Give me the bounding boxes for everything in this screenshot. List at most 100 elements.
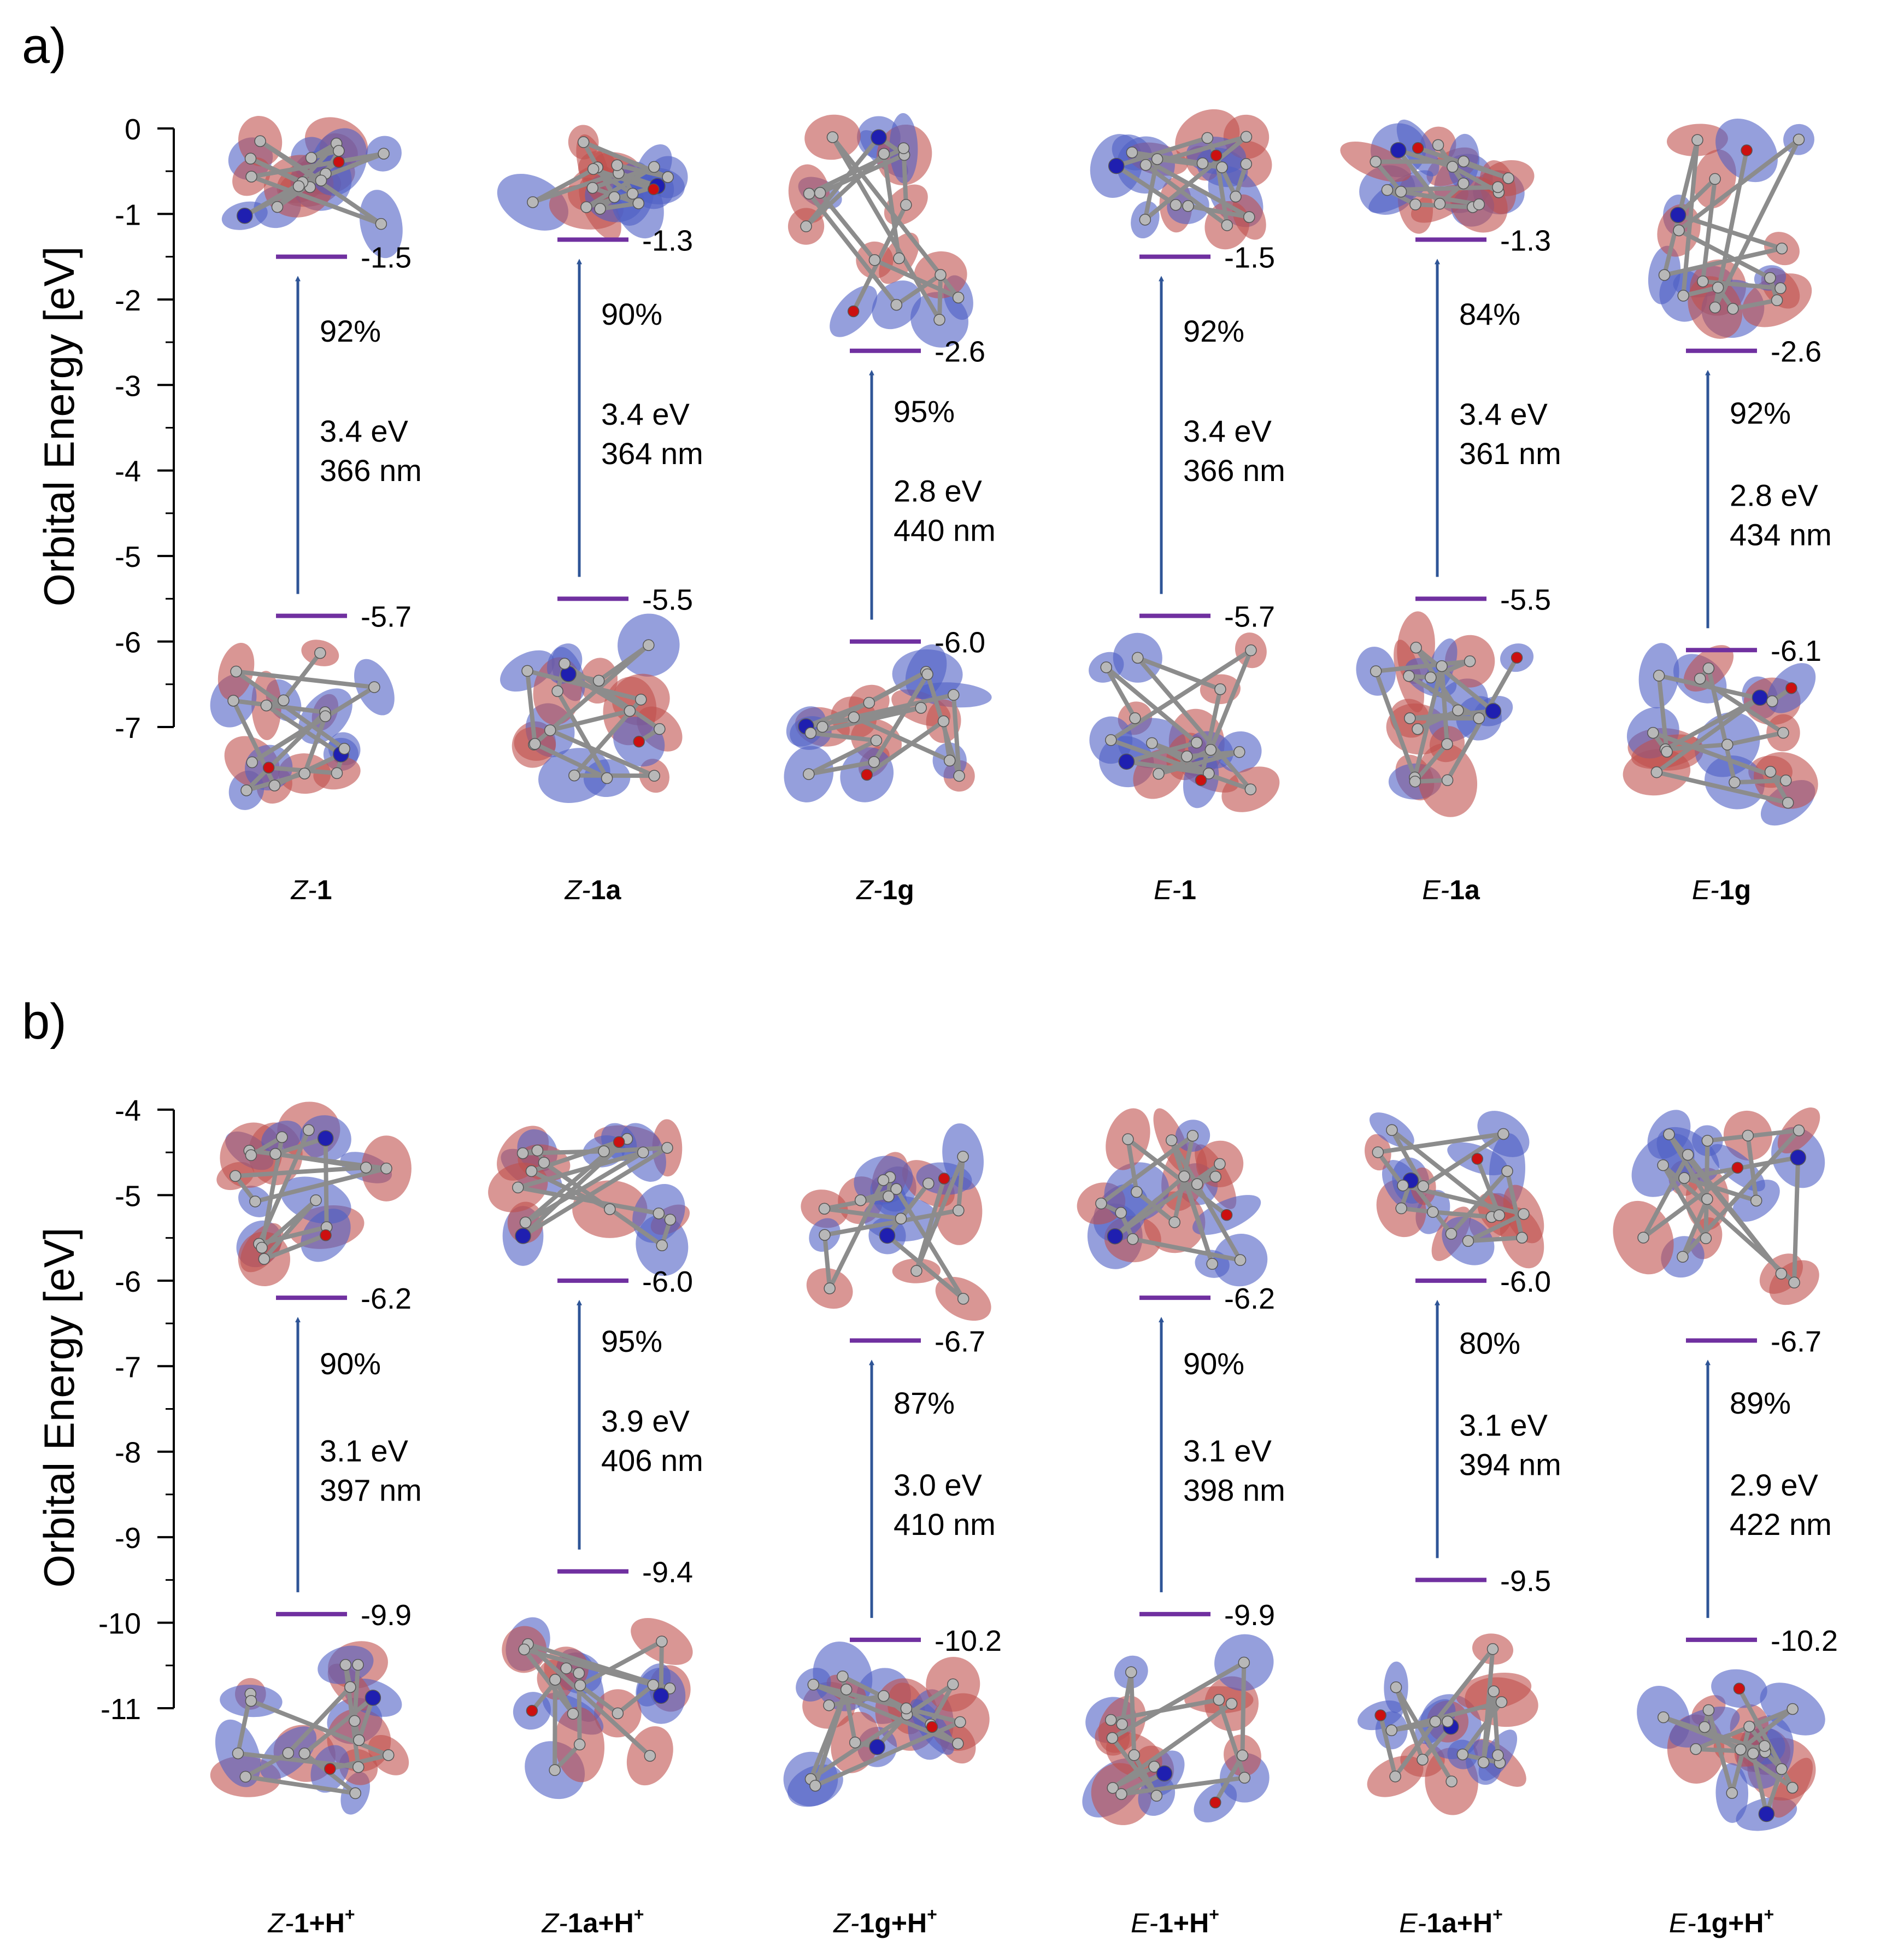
molecule-name: Z-1a: [565, 875, 622, 905]
lumo-orbital-image: [488, 1119, 690, 1276]
molecule-column: -6.2 -9.9 90% 3.1 eV 398 nm E-1+H+: [1077, 1108, 1285, 1938]
transition-percent: 95%: [894, 394, 955, 429]
molecule-name: Z-1+H+: [267, 1904, 355, 1938]
y-tick-label: -5: [115, 1180, 141, 1212]
lumo-energy-label: -2.6: [935, 336, 985, 368]
transition-energy: 2.9 eV: [1730, 1468, 1819, 1502]
homo-energy-label: -6.0: [935, 626, 985, 659]
homo-energy-label: -9.9: [1224, 1599, 1275, 1632]
transition-wavelength: 366 nm: [320, 453, 422, 488]
transition-percent: 95%: [601, 1324, 662, 1358]
y-tick-label: -8: [115, 1437, 141, 1469]
y-tick-label: -4: [115, 455, 141, 488]
lumo-orbital-image: [1090, 109, 1272, 250]
transition-energy: 3.4 eV: [601, 397, 690, 431]
y-tick-label: -9: [115, 1522, 141, 1555]
molecule-column: -1.5 -5.7 92% 3.4 eV 366 nm Z-1: [210, 116, 422, 905]
molecule-name: Z-1g: [856, 875, 914, 905]
homo-energy-label: -5.7: [361, 601, 412, 634]
transition-energy: 3.4 eV: [1183, 414, 1272, 448]
lumo-energy-label: -6.2: [1224, 1282, 1275, 1315]
homo-orbital-image: [1089, 632, 1280, 812]
panel-label: b): [22, 994, 67, 1050]
lumo-energy-label: -2.6: [1771, 336, 1821, 368]
homo-orbital-image: [210, 1641, 409, 1815]
transition-percent: 89%: [1730, 1386, 1791, 1420]
molecule-name: Z-1: [290, 875, 332, 905]
lumo-orbital-image: [1340, 119, 1535, 234]
molecule-name: E-1g+H+: [1669, 1904, 1774, 1938]
y-tick-label: -6: [115, 1265, 141, 1298]
lumo-energy-label: -1.5: [361, 242, 412, 274]
transition-percent: 92%: [1183, 314, 1244, 348]
molecule-column: -6.2 -9.9 90% 3.1 eV 397 nm Z-1+H+: [210, 1101, 422, 1938]
panel-a: a) 0 -1 -2 -3 -4 -5 -6 -7 Orbital Energy [eV] -1.5…: [22, 18, 1832, 905]
homo-orbital-image: [1356, 611, 1534, 817]
lumo-energy-label: -1.5: [1224, 242, 1275, 274]
y-tick-label: 0: [125, 113, 141, 146]
transition-wavelength: 398 nm: [1183, 1473, 1285, 1508]
transition-percent: 90%: [1183, 1346, 1244, 1381]
panel-label: a): [22, 18, 67, 74]
lumo-orbital-image: [216, 1101, 412, 1287]
transition-wavelength: 406 nm: [601, 1443, 703, 1478]
transition-percent: 90%: [601, 297, 662, 331]
y-tick-label: -3: [115, 370, 141, 402]
y-tick-label: -4: [115, 1094, 141, 1127]
homo-energy-label: -5.7: [1224, 601, 1275, 634]
homo-orbital-image: [1358, 1633, 1538, 1815]
homo-energy-label: -9.5: [1500, 1564, 1551, 1597]
homo-orbital-image: [500, 613, 683, 803]
lumo-orbital-image: [221, 116, 403, 259]
molecule-name: Z-1a+H+: [542, 1904, 644, 1938]
transition-percent: 87%: [894, 1386, 955, 1420]
transition-wavelength: 364 nm: [601, 436, 703, 471]
homo-energy-label: -5.5: [642, 583, 693, 616]
molecule-name: Z-1g+H+: [833, 1904, 937, 1938]
molecule-name: E-1a: [1422, 875, 1480, 905]
lumo-energy-label: -6.7: [1771, 1325, 1821, 1358]
homo-energy-label: -9.9: [361, 1599, 412, 1632]
lumo-orbital-image: [801, 1123, 991, 1321]
transition-energy: 3.4 eV: [320, 414, 409, 448]
transition-percent: 80%: [1459, 1326, 1520, 1360]
y-axis: -4 -5 -6 -7 -8 -9 -10 -11 Orbital Energy [eV]: [35, 1094, 175, 1726]
transition-energy: 3.0 eV: [894, 1468, 983, 1502]
transition-wavelength: 397 nm: [320, 1473, 422, 1508]
homo-energy-label: -6.1: [1771, 635, 1821, 667]
y-tick-label: -2: [115, 284, 141, 317]
lumo-energy-label: -6.7: [935, 1325, 985, 1358]
homo-energy-label: -5.5: [1500, 583, 1551, 616]
homo-orbital-image: [784, 644, 992, 802]
transition-percent: 84%: [1459, 297, 1520, 331]
lumo-orbital-image: [1613, 1107, 1825, 1305]
y-tick-label: -7: [115, 712, 141, 745]
molecule-name: E-1a+H+: [1399, 1904, 1503, 1938]
homo-orbital-image: [1637, 1669, 1825, 1831]
y-tick-label: -11: [101, 1693, 141, 1726]
y-tick-label: -10: [98, 1608, 141, 1640]
lumo-orbital-image: [788, 113, 973, 348]
lumo-energy-label: -6.0: [1500, 1265, 1551, 1298]
transition-wavelength: 422 nm: [1730, 1507, 1832, 1541]
lumo-energy-label: -1.3: [1500, 224, 1551, 257]
homo-orbital-image: [783, 1642, 990, 1807]
molecule-column: -2.6 -6.1 92% 2.8 eV 434 nm E-1g: [1623, 118, 1832, 905]
lumo-orbital-image: [497, 125, 688, 241]
molecule-column: -1.3 -5.5 84% 3.4 eV 361 nm E-1a: [1340, 119, 1561, 905]
lumo-energy-label: -1.3: [642, 224, 693, 257]
lumo-orbital-image: [1365, 1111, 1544, 1269]
lumo-energy-label: -6.2: [361, 1282, 412, 1315]
transition-wavelength: 440 nm: [894, 513, 996, 548]
lumo-energy-label: -6.0: [642, 1265, 693, 1298]
transition-energy: 3.1 eV: [1183, 1434, 1272, 1468]
transition-wavelength: 410 nm: [894, 1507, 996, 1541]
y-tick-label: -5: [115, 541, 141, 573]
homo-orbital-image: [210, 640, 395, 810]
transition-percent: 92%: [1730, 396, 1791, 430]
homo-orbital-image: [502, 1617, 693, 1799]
transition-energy: 2.8 eV: [1730, 478, 1819, 512]
transition-energy: 3.9 eV: [601, 1404, 690, 1438]
